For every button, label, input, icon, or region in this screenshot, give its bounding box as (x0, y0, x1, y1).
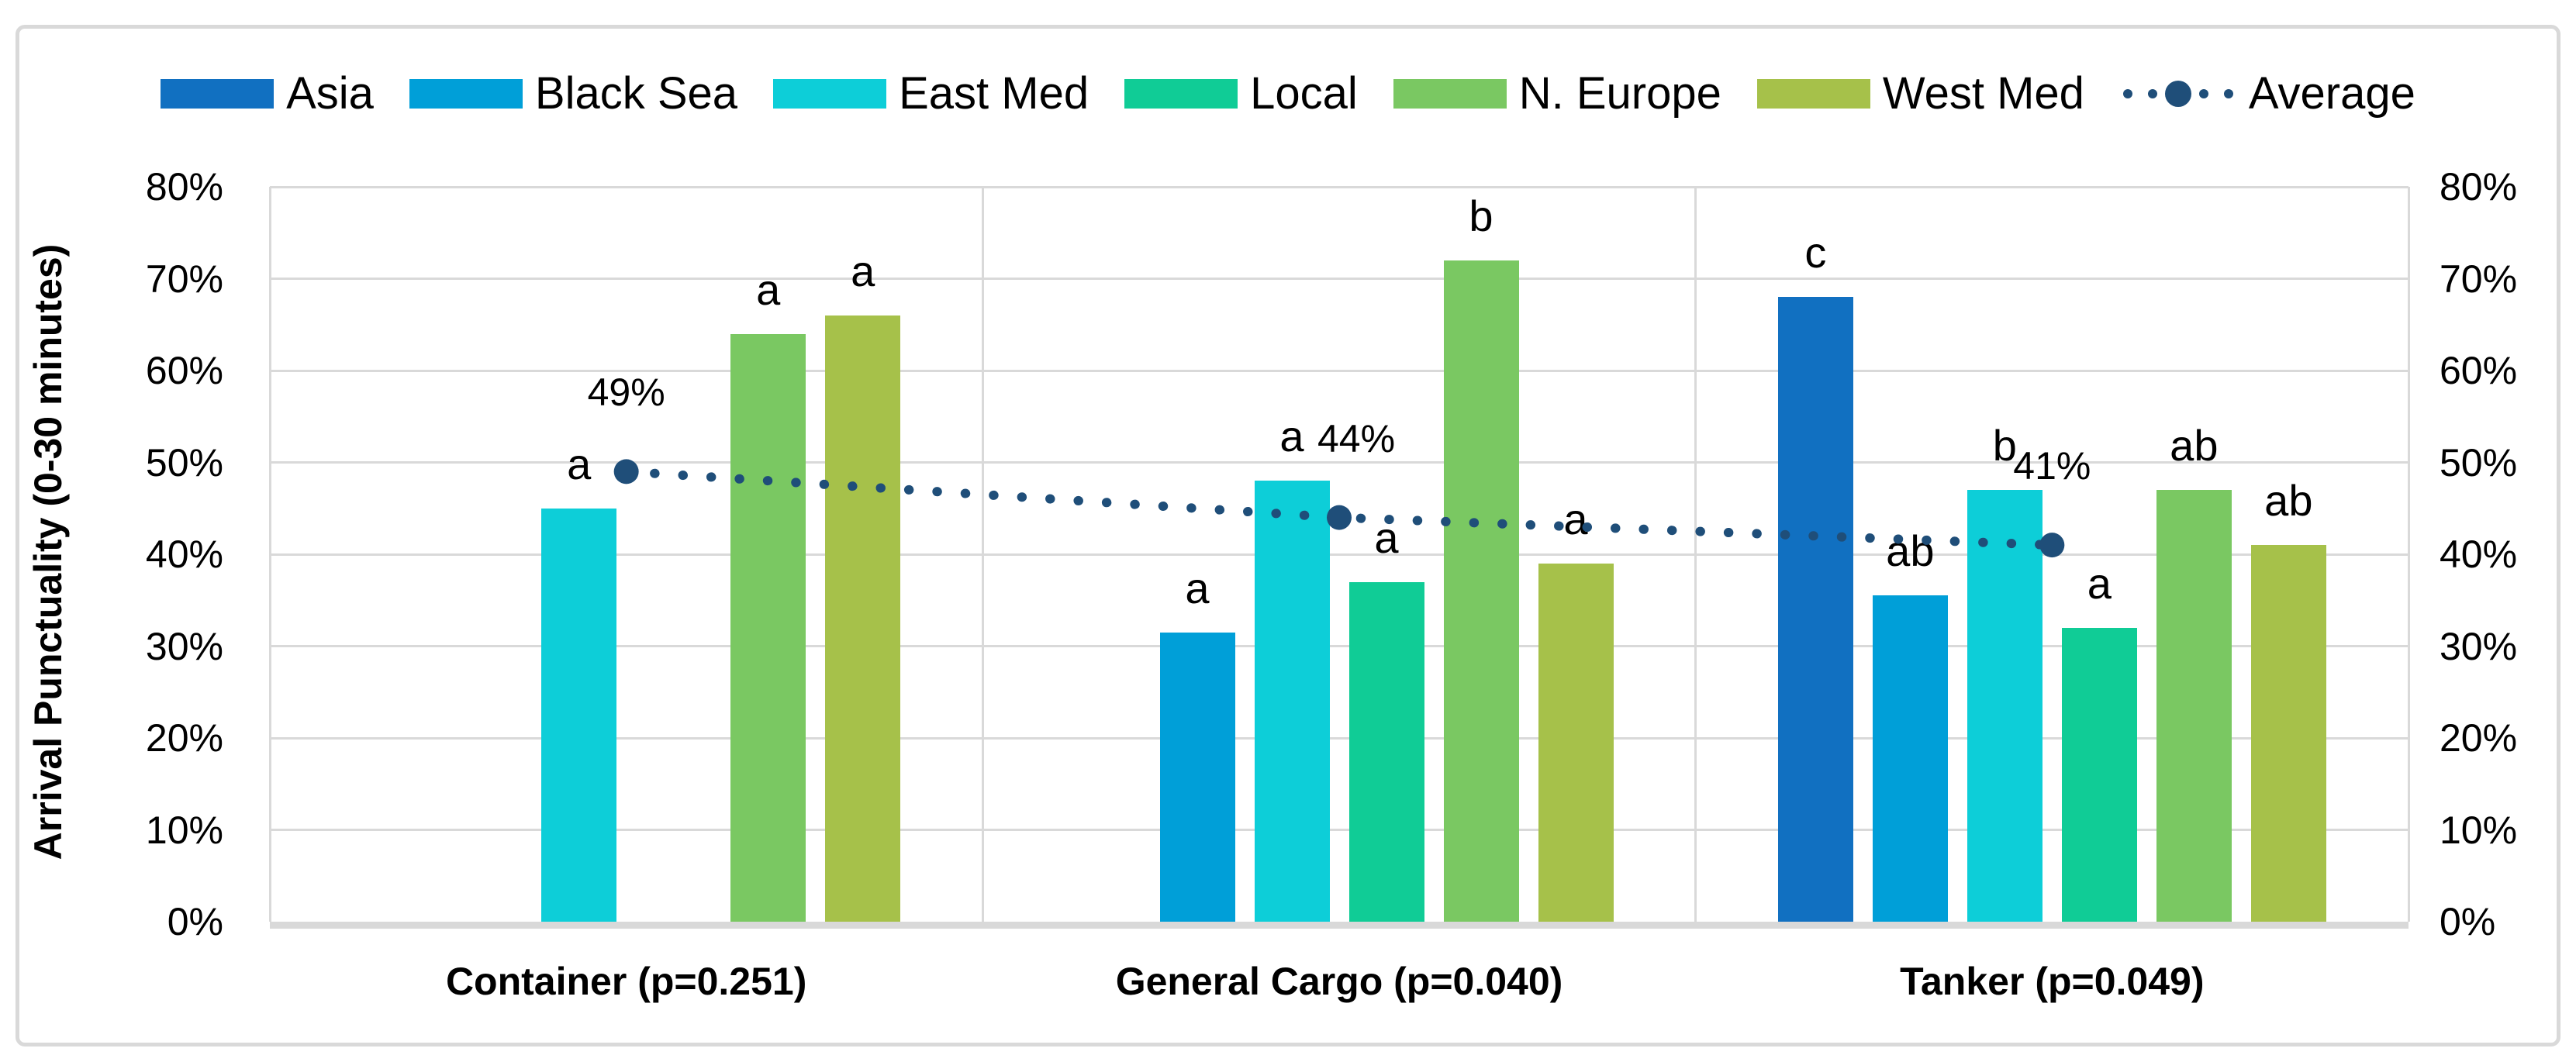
gridline-vertical (2407, 187, 2410, 922)
y-axis-tick-right: 70% (2440, 257, 2518, 301)
y-axis-tick-right: 30% (2440, 624, 2518, 668)
legend: Asia Black Sea East Med Local N. Europe West … (0, 71, 2576, 116)
y-axis-tick-right: 0% (2440, 900, 2496, 943)
legend-swatch-icon (1756, 79, 1870, 109)
average-data-label: 49% (587, 371, 665, 415)
significance-letter: b (1469, 191, 1493, 240)
legend-label: Black Sea (534, 68, 738, 119)
category-label: Container (p=0.251) (445, 960, 807, 1003)
x-axis-line (270, 922, 2409, 929)
bar-west-med (1538, 563, 1614, 922)
y-axis-tick-right: 10% (2440, 808, 2518, 852)
legend-swatch-icon (409, 79, 523, 109)
dotted-line-icon (2122, 81, 2233, 107)
legend-item-black-sea: Black Sea (409, 71, 737, 116)
legend-label: Asia (286, 68, 374, 119)
gridline-vertical (268, 187, 271, 922)
bar-west-med (2250, 545, 2326, 922)
bar-n-europe (2156, 490, 2232, 922)
y-axis-tick-left: 40% (145, 533, 223, 576)
legend-item-asia: Asia (161, 71, 374, 116)
y-axis-tick-left: 10% (145, 808, 223, 852)
gridline-horizontal (270, 553, 2409, 556)
significance-letter: ab (1886, 526, 1935, 576)
legend-item-west-med: West Med (1756, 68, 2084, 119)
gridline-horizontal (270, 645, 2409, 647)
legend-item-average: Average (2120, 71, 2415, 116)
bar-black-sea (1872, 595, 1948, 922)
significance-letter: a (756, 264, 781, 314)
y-axis-tick-right: 50% (2440, 440, 2518, 484)
significance-letter: b (1992, 421, 2017, 471)
legend-item-east-med: East Med (773, 71, 1089, 116)
legend-item-local: Local (1124, 71, 1358, 116)
significance-letter: ab (2170, 421, 2219, 471)
y-axis-tick-right: 20% (2440, 716, 2518, 760)
y-axis-tick-right: 40% (2440, 533, 2518, 576)
y-axis-tick-left: 0% (167, 900, 223, 943)
significance-letter: a (1374, 512, 1399, 562)
y-axis-tick-left: 70% (145, 257, 223, 301)
average-data-label: 41% (2013, 444, 2091, 488)
significance-letter: a (2087, 558, 2112, 608)
significance-letter: c (1804, 228, 1827, 278)
y-axis-tick-right: 80% (2440, 165, 2518, 209)
y-axis-tick-left: 30% (145, 624, 223, 668)
gridline-horizontal (270, 369, 2409, 372)
bar-asia (1777, 297, 1853, 922)
bar-local (1348, 581, 1424, 922)
category-label: Tanker (p=0.049) (1900, 960, 2205, 1003)
legend-label: Average (2248, 68, 2415, 119)
gridline-horizontal (270, 278, 2409, 280)
significance-letter: a (567, 439, 592, 488)
y-axis-tick-left: 50% (145, 440, 223, 484)
category-label: General Cargo (p=0.040) (1115, 960, 1563, 1003)
y-axis-tick-left: 20% (145, 716, 223, 760)
bar-n-europe (730, 333, 806, 922)
bar-east-med (1967, 490, 2042, 922)
legend-label: East Med (899, 68, 1089, 119)
significance-letter: a (1563, 494, 1588, 543)
bar-n-europe (1443, 260, 1519, 922)
average-data-label: 44% (1317, 416, 1396, 460)
legend-item-n-europe: N. Europe (1393, 71, 1721, 116)
bar-east-med (541, 508, 617, 922)
legend-swatch-icon (773, 79, 887, 109)
bar-east-med (1254, 481, 1330, 922)
y-axis-tick-left: 60% (145, 349, 223, 392)
gridline-horizontal (270, 829, 2409, 831)
significance-letter: a (1279, 412, 1304, 461)
significance-letter: ab (2264, 476, 2313, 526)
significance-letter: a (851, 246, 875, 295)
gridline-horizontal (270, 736, 2409, 740)
gridline-horizontal (270, 461, 2409, 464)
significance-letter: a (1185, 563, 1210, 612)
legend-label: Local (1250, 68, 1358, 119)
bar-west-med (825, 315, 901, 922)
y-axis-tick-right: 60% (2440, 349, 2518, 392)
legend-label: West Med (1882, 68, 2084, 119)
bar-black-sea (1159, 632, 1235, 922)
bar-local (2061, 627, 2137, 922)
y-axis-tick-left: 80% (145, 165, 223, 209)
gridline-horizontal (270, 185, 2409, 188)
legend-label: N. Europe (1518, 68, 1721, 119)
gridline-vertical (1694, 187, 1697, 922)
legend-swatch-icon (1393, 79, 1507, 109)
legend-swatch-icon (161, 79, 275, 109)
gridline-vertical (981, 187, 984, 922)
legend-swatch-icon (1124, 79, 1238, 109)
